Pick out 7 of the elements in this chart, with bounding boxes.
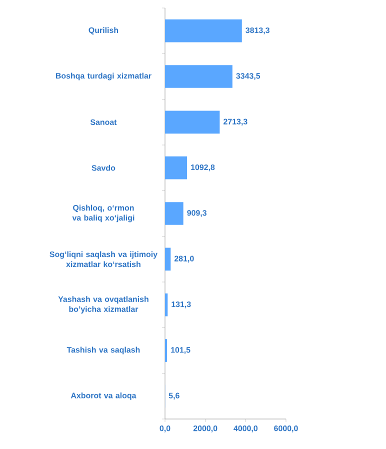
bar <box>165 293 168 316</box>
bar <box>165 110 220 134</box>
bar <box>165 19 242 42</box>
bar <box>165 202 184 225</box>
bar <box>165 156 188 180</box>
bar <box>165 65 232 88</box>
bar <box>165 248 171 271</box>
